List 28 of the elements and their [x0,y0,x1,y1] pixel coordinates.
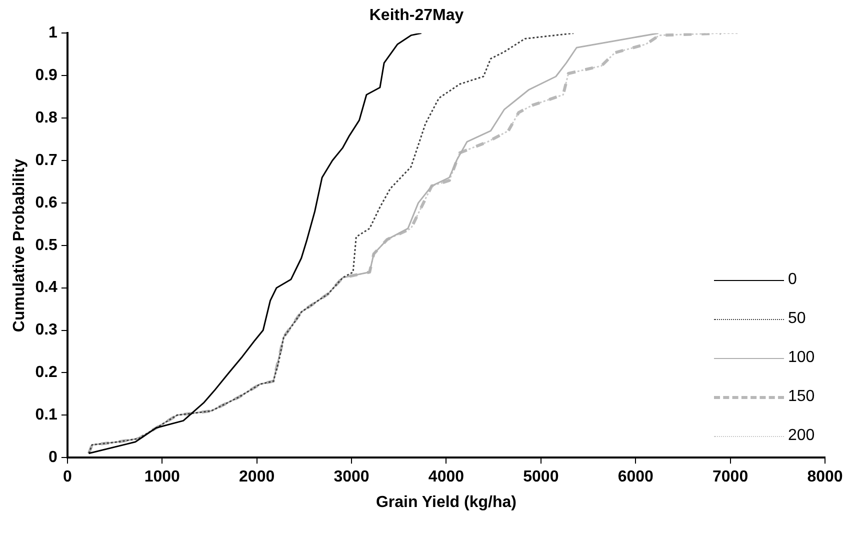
legend-label: 50 [788,310,806,328]
x-tick-label: 3000 [334,468,370,486]
y-tick-label: 0.1 [35,406,58,424]
y-tick-label: 0.2 [35,364,58,382]
y-tick-label: 0.9 [35,67,58,84]
x-tick-label: 5000 [523,468,559,486]
x-tick-label: 0 [62,468,72,486]
x-tick-label: 4000 [428,468,464,486]
x-axis-title: Grain Yield (kg/ha) [376,494,516,511]
y-tick-label: 0.5 [35,236,58,254]
y-tick-label: 0.6 [35,194,58,212]
x-tick-label: 1000 [144,468,180,486]
legend-label: 150 [788,388,815,406]
y-tick-label: 0.7 [35,152,58,169]
x-tick-label: 8000 [807,468,843,486]
y-tick-label: 0.4 [35,279,58,296]
y-tick-label: 0.3 [35,322,58,339]
chart-title: Keith-27May [369,7,464,24]
legend-label: 0 [788,271,797,290]
legend-label: 200 [788,427,815,446]
y-tick-label: 0 [48,449,58,466]
x-tick-label: 7000 [712,468,748,486]
y-axis-title: Cumulative Probability [11,158,28,332]
y-tick-label: 0.8 [35,109,58,126]
y-tick-label: 1 [48,24,58,42]
x-tick-label: 6000 [618,468,654,486]
legend-label: 100 [788,349,815,368]
x-tick-label: 2000 [239,468,275,486]
